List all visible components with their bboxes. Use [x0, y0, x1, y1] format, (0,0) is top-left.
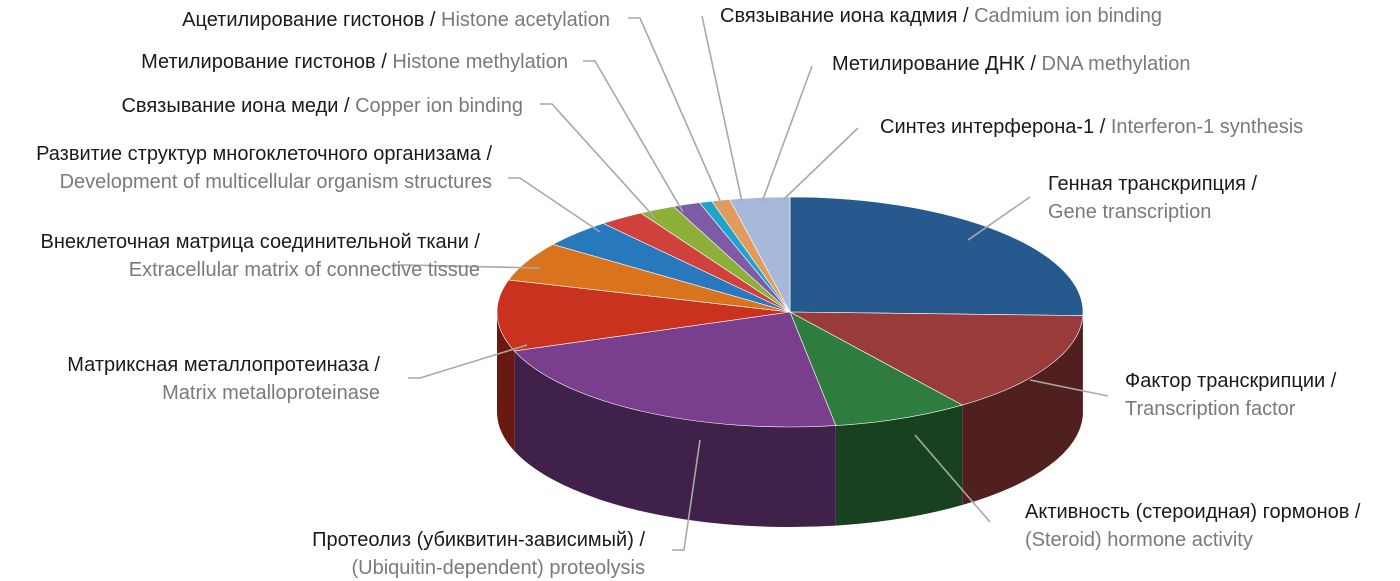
- slice-side-2: [835, 405, 963, 526]
- leader-line-11: [761, 65, 813, 203]
- slice-label-0: Генная транскрипция / Gene transcription: [1048, 173, 1258, 223]
- slice-label-8: Метилирование гистонов / Histone methyla…: [141, 51, 568, 73]
- slice-labels: Генная транскрипция / Gene transcription Ф…: [36, 5, 1361, 579]
- label-ru-3: Протеолиз (убиквитин-зависимый) /: [312, 529, 645, 551]
- pie-slice-4: [496, 279, 791, 352]
- leader-line-9: [628, 17, 723, 206]
- slice-label-2: Активность (стероидная) гормонов / (Stero…: [1025, 501, 1361, 551]
- label-en-12: Interferon-1 synthesis: [1111, 116, 1303, 138]
- label-ru-11: Метилирование ДНК /: [832, 53, 1042, 75]
- label-ru-8: Метилирование гистонов /: [141, 51, 392, 73]
- leader-line-3: [672, 439, 701, 551]
- leader-line-10: [701, 15, 743, 203]
- slice-side-3: [514, 350, 836, 527]
- pie-slice-3: [513, 311, 837, 428]
- leader-line-0: [967, 196, 1031, 241]
- slice-label-12: Синтез интерферона-1 / Interferon-1 synt…: [880, 116, 1303, 138]
- label-en-3: (Ubiquitin-dependent) proteolysis: [352, 557, 646, 579]
- label-en-4: Matrix metalloproteinase: [162, 382, 380, 404]
- pie-slices: [496, 196, 1084, 428]
- label-en-5: Extracellular matrix of connective tissu…: [129, 259, 480, 281]
- label-en-10: Cadmium ion binding: [974, 5, 1162, 27]
- label-ru-1: Фактор транскрипции /: [1125, 370, 1337, 392]
- leader-line-12: [782, 127, 859, 201]
- label-ru-9: Ацетилирование гистонов /: [182, 9, 441, 31]
- leader-line-5: [395, 264, 541, 269]
- label-en-9: Histone acetylation: [441, 9, 610, 31]
- slice-label-3: Протеолиз (убиквитин-зависимый) / (Ubiqui…: [312, 529, 645, 579]
- label-en-8: Histone methylation: [392, 51, 568, 73]
- label-en-2: (Steroid) hormone activity: [1025, 529, 1253, 551]
- label-ru-7: Связывание иона меди /: [121, 95, 355, 117]
- leader-line-4: [408, 344, 528, 379]
- label-en-0: Gene transcription: [1048, 201, 1211, 223]
- pie-slice-2: [789, 311, 964, 426]
- leader-line-1: [1029, 379, 1109, 397]
- label-en-11: DNA methylation: [1042, 53, 1191, 75]
- pie-slice-0: [789, 196, 1084, 316]
- leader-lines: [395, 15, 1109, 551]
- slice-label-9: Ацетилирование гистонов / Histone acetyl…: [182, 9, 610, 31]
- leader-line-2: [914, 434, 991, 523]
- leader-line-6: [508, 177, 601, 233]
- label-ru-4: Матриксная металлопротеиназа /: [67, 354, 380, 376]
- leader-line-7: [540, 103, 656, 219]
- slice-label-6: Развитие структур многоклеточного органи…: [36, 143, 492, 193]
- label-ru-6: Развитие структур многоклеточного органи…: [36, 143, 492, 165]
- label-ru-5: Внеклеточная матрица соединительной ткан…: [40, 231, 480, 253]
- slice-label-7: Связывание иона меди / Copper ion bindin…: [121, 95, 523, 117]
- slice-label-4: Матриксная металлопротеиназа / Matrix met…: [67, 354, 380, 404]
- slice-side-4: [497, 312, 515, 451]
- label-ru-0: Генная транскрипция /: [1048, 173, 1258, 195]
- leader-line-8: [583, 60, 684, 213]
- slice-label-5: Внеклеточная матрица соединительной ткан…: [40, 231, 480, 281]
- pie-slice-12: [729, 196, 791, 313]
- label-ru-10: Связывание иона кадмия /: [720, 5, 974, 27]
- slice-label-1: Фактор транскрипции / Transcription facto…: [1125, 370, 1337, 420]
- pie-slice-1: [789, 311, 1084, 406]
- label-en-7: Copper ion binding: [355, 95, 523, 117]
- label-ru-12: Синтез интерферона-1 /: [880, 116, 1111, 138]
- slice-label-11: Метилирование ДНК / DNA methylation: [832, 53, 1190, 75]
- label-en-1: Transcription factor: [1125, 398, 1296, 420]
- label-en-6: Development of multicellular organism st…: [60, 171, 492, 193]
- label-ru-2: Активность (стероидная) гормонов /: [1025, 501, 1361, 523]
- slice-label-10: Связывание иона кадмия / Cadmium ion bin…: [720, 5, 1162, 27]
